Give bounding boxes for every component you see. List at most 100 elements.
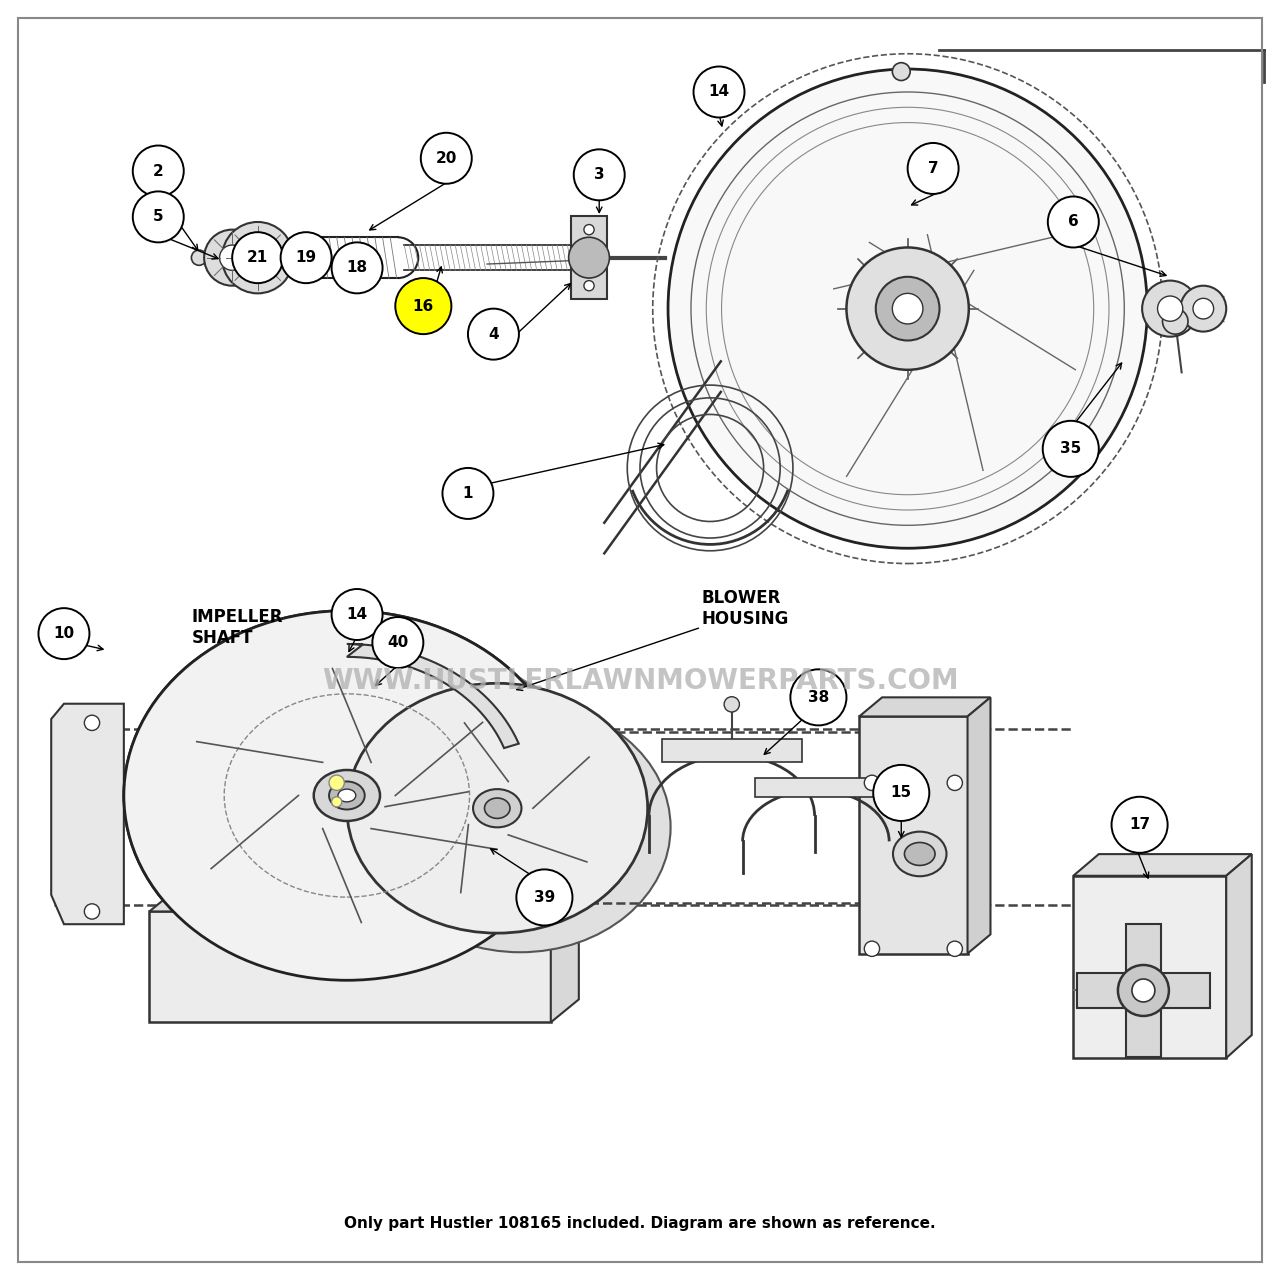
- Text: 39: 39: [534, 890, 556, 905]
- Text: 14: 14: [708, 84, 730, 100]
- Bar: [150, 911, 550, 1023]
- Circle shape: [908, 143, 959, 195]
- Circle shape: [568, 237, 609, 278]
- Text: 35: 35: [1060, 442, 1082, 457]
- Ellipse shape: [347, 684, 648, 933]
- Circle shape: [421, 133, 472, 184]
- Circle shape: [947, 941, 963, 956]
- Circle shape: [332, 796, 342, 806]
- Text: 16: 16: [412, 298, 434, 314]
- Polygon shape: [1074, 876, 1226, 1059]
- Polygon shape: [968, 698, 991, 954]
- Text: 21: 21: [247, 250, 269, 265]
- Polygon shape: [1078, 973, 1128, 1009]
- Circle shape: [468, 308, 518, 360]
- Ellipse shape: [474, 788, 521, 827]
- Ellipse shape: [338, 788, 356, 801]
- Bar: [755, 778, 877, 796]
- Circle shape: [846, 247, 969, 370]
- Polygon shape: [51, 704, 124, 924]
- Circle shape: [668, 69, 1147, 548]
- Circle shape: [1111, 796, 1167, 852]
- Ellipse shape: [152, 634, 598, 1004]
- Circle shape: [573, 150, 625, 200]
- Circle shape: [232, 232, 283, 283]
- Circle shape: [84, 716, 100, 731]
- Text: 6: 6: [1068, 215, 1079, 229]
- Text: 18: 18: [347, 260, 367, 275]
- Text: 3: 3: [594, 168, 604, 182]
- Text: 14: 14: [347, 607, 367, 622]
- Circle shape: [220, 244, 244, 270]
- Circle shape: [892, 293, 923, 324]
- Text: 40: 40: [388, 635, 408, 650]
- Circle shape: [694, 67, 745, 118]
- Circle shape: [1048, 197, 1098, 247]
- Text: IMPELLER
SHAFT: IMPELLER SHAFT: [192, 608, 283, 646]
- Circle shape: [1157, 296, 1183, 321]
- Text: 10: 10: [54, 626, 74, 641]
- Circle shape: [280, 232, 332, 283]
- Circle shape: [396, 278, 452, 334]
- Circle shape: [1132, 979, 1155, 1002]
- Circle shape: [584, 224, 594, 234]
- Circle shape: [876, 276, 940, 340]
- Circle shape: [372, 617, 424, 668]
- Polygon shape: [1125, 924, 1161, 975]
- Circle shape: [133, 146, 184, 197]
- Circle shape: [873, 765, 929, 820]
- Circle shape: [724, 696, 740, 712]
- Circle shape: [1043, 421, 1098, 477]
- Circle shape: [516, 869, 572, 925]
- Circle shape: [892, 63, 910, 81]
- Circle shape: [221, 221, 293, 293]
- Ellipse shape: [329, 782, 365, 809]
- Text: WWW.HUSTLERLAWNMOWERPARTS.COM: WWW.HUSTLERLAWNMOWERPARTS.COM: [321, 667, 959, 695]
- Text: 20: 20: [435, 151, 457, 166]
- Text: 7: 7: [928, 161, 938, 175]
- Polygon shape: [550, 888, 579, 1023]
- Circle shape: [1162, 308, 1188, 334]
- Text: 4: 4: [488, 326, 499, 342]
- Text: 19: 19: [296, 250, 316, 265]
- Circle shape: [133, 192, 184, 242]
- Bar: [859, 717, 968, 954]
- Circle shape: [1180, 285, 1226, 332]
- Polygon shape: [1158, 973, 1210, 1009]
- Text: 38: 38: [808, 690, 829, 705]
- Ellipse shape: [314, 771, 380, 820]
- Circle shape: [332, 242, 383, 293]
- Text: 17: 17: [1129, 818, 1151, 832]
- Circle shape: [790, 669, 846, 726]
- Polygon shape: [859, 698, 991, 717]
- Circle shape: [242, 242, 274, 274]
- Circle shape: [329, 776, 344, 790]
- Ellipse shape: [893, 832, 946, 877]
- Text: BLOWER
HOUSING: BLOWER HOUSING: [701, 589, 788, 627]
- Circle shape: [864, 776, 879, 791]
- Circle shape: [443, 468, 493, 518]
- Ellipse shape: [370, 703, 671, 952]
- Circle shape: [38, 608, 90, 659]
- Ellipse shape: [124, 611, 570, 980]
- Bar: [571, 216, 607, 300]
- Circle shape: [219, 250, 234, 265]
- Circle shape: [332, 589, 383, 640]
- Circle shape: [204, 229, 260, 285]
- Polygon shape: [1125, 1006, 1161, 1057]
- Text: 15: 15: [891, 786, 911, 800]
- Polygon shape: [1074, 854, 1252, 876]
- Polygon shape: [150, 888, 579, 911]
- Circle shape: [1117, 965, 1169, 1016]
- Circle shape: [1193, 298, 1213, 319]
- Text: 1: 1: [462, 486, 474, 500]
- Bar: [662, 739, 801, 762]
- Circle shape: [947, 776, 963, 791]
- Text: 5: 5: [152, 210, 164, 224]
- Circle shape: [1142, 280, 1198, 337]
- Ellipse shape: [905, 842, 934, 865]
- Text: Only part Hustler 108165 included. Diagram are shown as reference.: Only part Hustler 108165 included. Diagr…: [344, 1216, 936, 1231]
- Circle shape: [864, 941, 879, 956]
- Polygon shape: [347, 644, 518, 748]
- Text: 2: 2: [152, 164, 164, 178]
